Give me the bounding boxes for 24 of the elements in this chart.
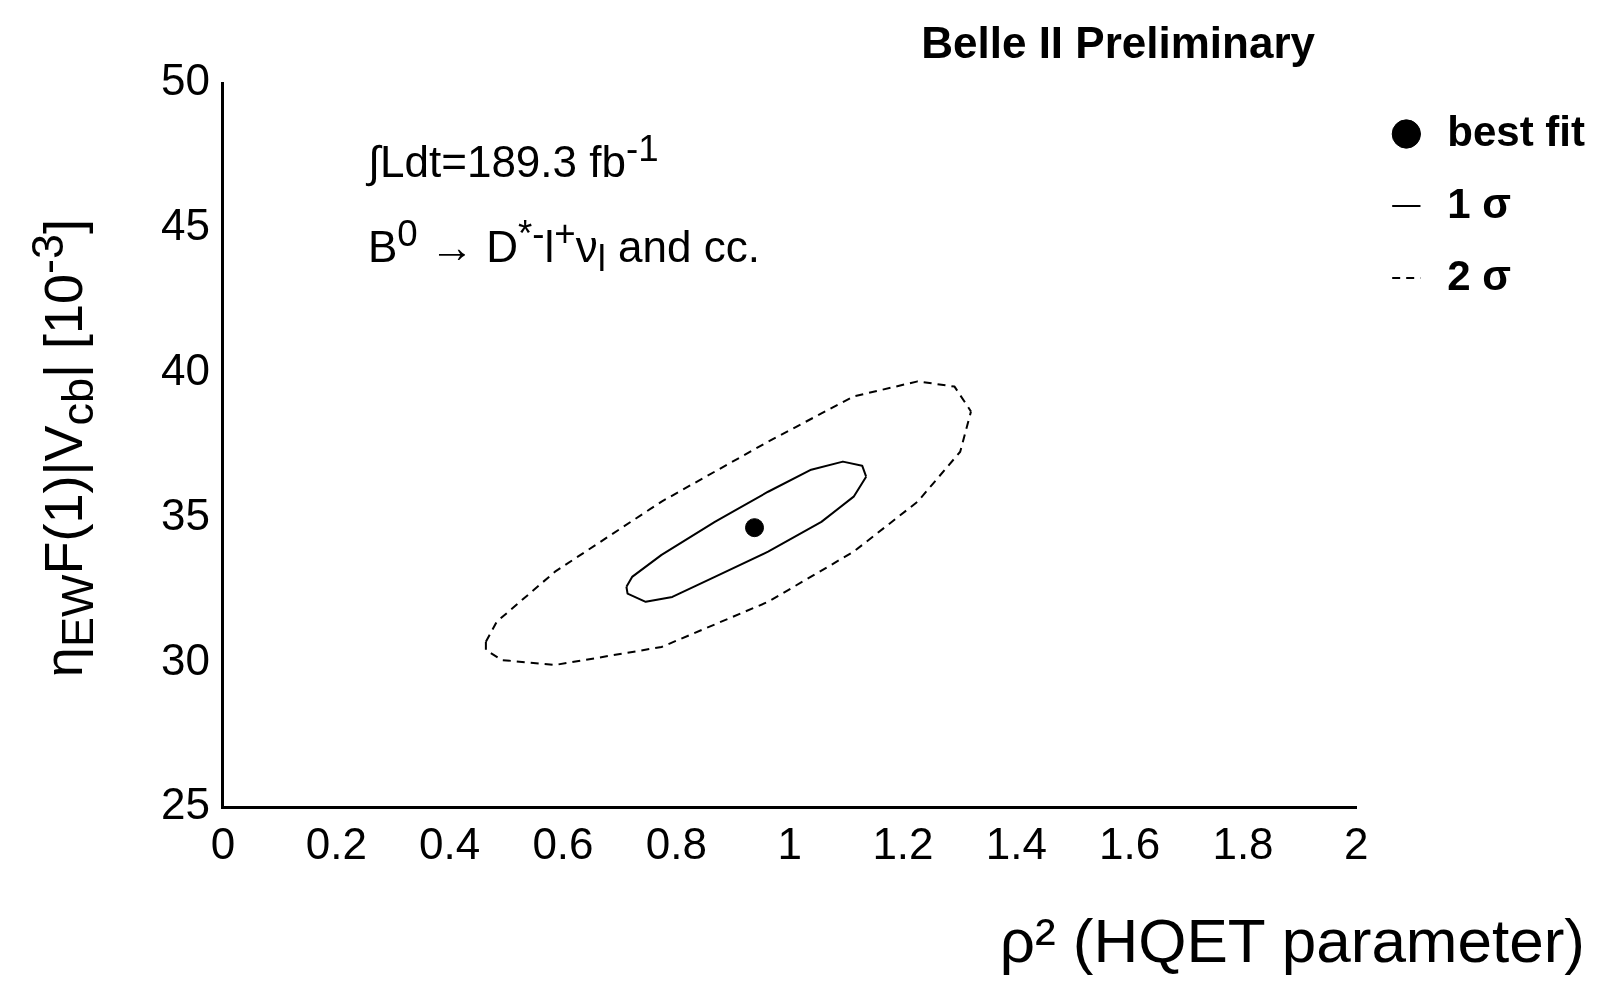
legend-label: best fit bbox=[1447, 107, 1586, 155]
x-tick-label: 1 bbox=[777, 818, 802, 868]
y-tick-label: 50 bbox=[160, 55, 210, 105]
x-tick-label: 1.8 bbox=[1212, 818, 1274, 868]
x-tick-label: 1.6 bbox=[1099, 818, 1161, 868]
legend-label: 1 σ bbox=[1447, 179, 1512, 227]
x-axis-title: ρ² (HQET parameter) bbox=[999, 905, 1585, 976]
y-tick-label: 35 bbox=[160, 489, 210, 539]
x-tick-label: 2 bbox=[1344, 818, 1369, 868]
annotation: ∫Ldt=189.3 fb$^{-1}$ bbox=[368, 128, 659, 187]
x-tick-label: 1.2 bbox=[872, 818, 934, 868]
text: B$^{0}$ → D$^{*-}$l$^{+}$ν$_{l}$ and cc. bbox=[368, 213, 760, 280]
legend-label: 2 σ bbox=[1447, 251, 1512, 299]
x-tick-label: 1.4 bbox=[985, 818, 1047, 868]
y-tick-label: 45 bbox=[160, 199, 210, 249]
y-tick-label: 30 bbox=[160, 634, 210, 684]
chart-title: Belle II Preliminary bbox=[921, 18, 1315, 68]
y-tick-label: 25 bbox=[160, 779, 210, 829]
x-tick-label: 0.4 bbox=[419, 818, 481, 868]
x-tick-label: 0 bbox=[210, 818, 236, 868]
x-tick-label: 0.8 bbox=[645, 818, 707, 868]
x-tick-label: 0.6 bbox=[532, 818, 594, 868]
x-tick-label: 0.2 bbox=[305, 818, 367, 868]
y-tick-label: 40 bbox=[160, 344, 210, 394]
